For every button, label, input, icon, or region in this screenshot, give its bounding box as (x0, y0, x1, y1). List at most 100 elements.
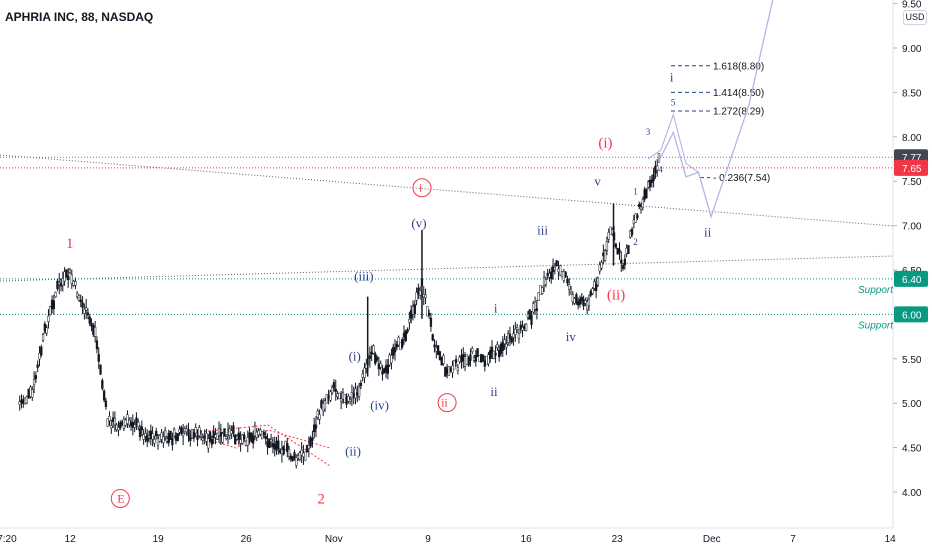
price-candle-body (284, 441, 287, 450)
price-candle-body (498, 349, 501, 358)
price-candle-body (138, 428, 142, 438)
price-candle-body (370, 351, 373, 355)
price-candle-body (230, 430, 233, 434)
price-candle-body (609, 226, 612, 235)
price-candle-body (546, 272, 549, 276)
price-tag-badge (894, 159, 928, 176)
price-candle-body (539, 285, 542, 295)
price-candle-body (47, 315, 50, 322)
price-candle-body (388, 354, 391, 366)
price-candle-body (652, 174, 655, 182)
price-candle-body (124, 419, 127, 426)
price-candle-body (632, 219, 636, 224)
fib-level-label: 1.414(8.50) (713, 88, 764, 99)
price-candle-body (551, 266, 555, 272)
symbol-title: APHRIA INC, 88, NASDAQ (5, 10, 154, 24)
price-candle-body (302, 452, 305, 458)
price-candle-body (559, 265, 562, 276)
price-candle-body (289, 455, 293, 460)
price-candle-body (300, 449, 303, 456)
fib-level-label: 1.618(8.80) (713, 61, 764, 72)
price-candle-body (490, 346, 494, 353)
price-candle-body (275, 440, 278, 451)
fib-level-label: - 0.236(7.54) (713, 173, 770, 184)
price-candle-body (271, 443, 275, 448)
price-candle-body (359, 382, 363, 387)
price-candle-body (325, 394, 328, 404)
price-candle-body (291, 456, 294, 461)
currency-badge[interactable]: USD (903, 10, 927, 25)
price-candle-body (216, 432, 219, 440)
price-candle-body (146, 434, 149, 442)
price-candle-body (86, 312, 90, 316)
price-candle-body (445, 368, 449, 374)
price-candle-body (411, 306, 415, 315)
price-candle-body (244, 440, 248, 446)
wave-label: (ii) (345, 444, 361, 459)
price-candle-body (151, 433, 154, 440)
price-candle-body (350, 392, 354, 399)
price-candle-body (83, 309, 86, 314)
price-candle-body (535, 308, 539, 311)
price-candle-body (340, 398, 343, 402)
price-candle-body (643, 189, 646, 200)
price-candle-body (260, 431, 264, 440)
price-candle-body (623, 258, 627, 266)
wave-label: 4 (658, 164, 663, 174)
price-candle-body (106, 418, 109, 427)
price-candle-body (45, 327, 48, 334)
price-candle-body (142, 434, 145, 440)
price-candle-body (327, 395, 330, 399)
price-candle-body (198, 427, 201, 436)
price-candle-body (593, 281, 596, 289)
price-candle-body (219, 432, 222, 437)
price-candle-body (126, 414, 129, 424)
price-candle-body (505, 343, 508, 348)
price-candle-body (95, 340, 99, 350)
price-candle-body (582, 299, 585, 307)
price-candle-body (607, 232, 610, 240)
price-candle-body (573, 298, 576, 304)
price-candle-body (449, 367, 452, 372)
price-candle-body (144, 433, 147, 437)
price-candle-body (560, 271, 564, 278)
price-candle-body (463, 356, 467, 367)
price-candle-body (512, 333, 515, 338)
price-candle-body (29, 386, 32, 397)
price-candle-body (70, 274, 73, 284)
support-label: Support (858, 285, 894, 296)
price-candle-body (427, 312, 431, 316)
price-candle-body (235, 435, 239, 440)
price-candle-body (627, 245, 630, 255)
price-candle-body (104, 400, 108, 407)
price-candle-body (133, 424, 136, 428)
price-candle-body (566, 278, 569, 284)
price-candle-body (399, 342, 402, 351)
x-tick-label: Dec (703, 534, 721, 545)
price-candle-body (196, 435, 199, 440)
price-candle-body (348, 399, 352, 402)
price-candle-body (591, 288, 594, 294)
wave-label: E (117, 492, 124, 506)
wave-label: i (494, 301, 498, 316)
price-candle-body (386, 364, 389, 374)
price-candle-body (614, 243, 618, 248)
price-candle-body (241, 434, 244, 444)
price-candle-body (354, 388, 357, 399)
price-candle-body (654, 165, 657, 174)
price-candle-body (634, 213, 637, 223)
price-candle-body (119, 422, 122, 429)
wave-label: ii (490, 384, 498, 399)
price-candle-body (343, 394, 346, 403)
fib-level-label: 1.272(8.29) (713, 107, 764, 118)
price-candle-body (76, 293, 79, 298)
price-candle-body (305, 445, 309, 453)
price-candle-body (63, 271, 66, 282)
price-candle-body (438, 351, 442, 360)
price-candle-body (208, 431, 212, 442)
price-candle-body (122, 418, 126, 429)
price-candle-body (650, 179, 653, 183)
price-candle-body (507, 333, 510, 343)
price-candle-body (332, 382, 336, 389)
